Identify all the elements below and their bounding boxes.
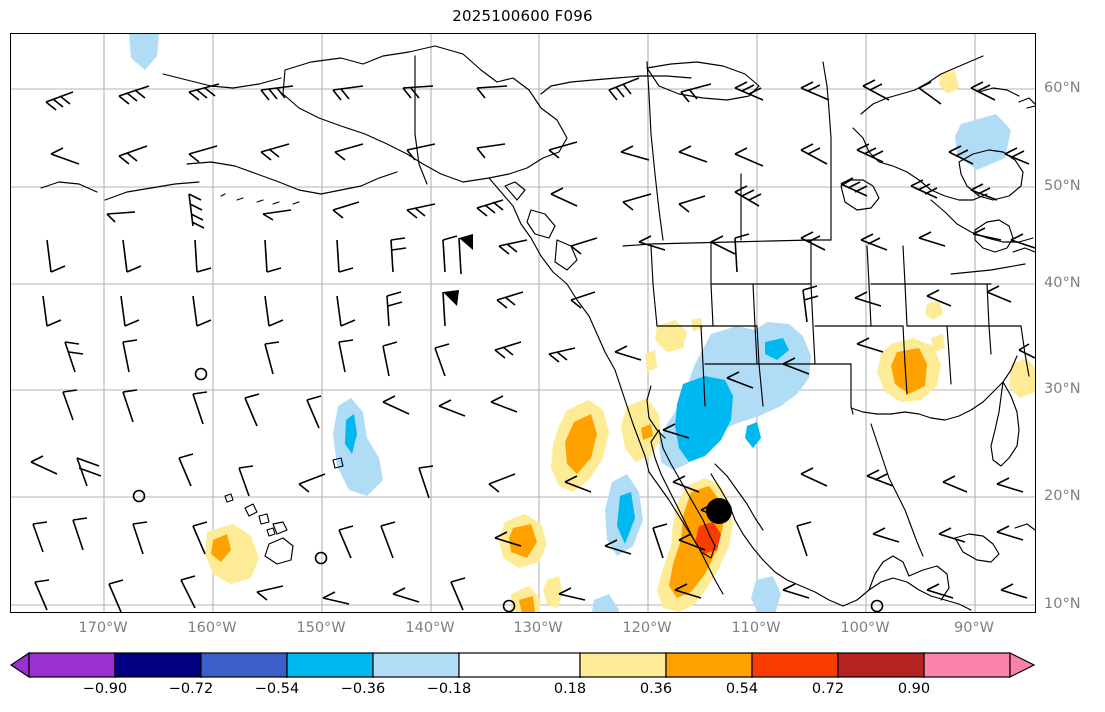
- colorbar-seg-0: [28, 652, 116, 678]
- colorbar-tick-0.18: 0.18: [553, 681, 587, 697]
- coastlines-and-borders: [40, 45, 1035, 611]
- colorbar-tick-0.54: 0.54: [725, 681, 759, 697]
- colorbar-tick-0.72: 0.72: [811, 681, 845, 697]
- colorbar-svg: [9, 651, 1036, 681]
- colorbar-over-arrow: [1009, 652, 1036, 678]
- colorbar-tick--0.18: −0.18: [426, 681, 472, 697]
- colorbar-seg-1: [114, 652, 202, 678]
- lon-tick-label-150w: 150°W: [296, 620, 346, 636]
- lon-tick-label-130w: 130°W: [513, 620, 563, 636]
- colorbar-seg-3: [286, 652, 374, 678]
- anomaly-shading: [129, 34, 1035, 612]
- wind-barbs: [30, 77, 1035, 612]
- lon-tick-label-90w: 90°W: [953, 620, 995, 636]
- colorbar-tick-0.36: 0.36: [639, 681, 673, 697]
- lat-tick-label-10n: 10°N: [1044, 596, 1081, 612]
- lon-tick-label-120w: 120°W: [622, 620, 672, 636]
- colorbar-tick-labels: −0.90 −0.72 −0.54 −0.36 −0.18 0.18 0.36 …: [10, 681, 1036, 701]
- lat-tick-label-40n: 40°N: [1044, 275, 1081, 291]
- colorbar-under-arrow: [9, 651, 30, 679]
- lon-tick-label-170w: 170°W: [78, 620, 128, 636]
- lat-tick-label-60n: 60°N: [1044, 80, 1081, 96]
- colorbar-tick--0.90: −0.90: [82, 681, 128, 697]
- map-canvas: [11, 34, 1035, 612]
- colorbar[interactable]: [9, 651, 1036, 681]
- colorbar-tick-0.90: 0.90: [897, 681, 931, 697]
- colorbar-seg-8: [751, 652, 839, 678]
- colorbar-seg-4: [372, 652, 460, 678]
- colorbar-tick--0.72: −0.72: [168, 681, 214, 697]
- map-plot-area[interactable]: [10, 33, 1036, 613]
- colorbar-seg-5: [458, 652, 581, 678]
- lon-tick-label-160w: 160°W: [187, 620, 237, 636]
- colorbar-tick--0.54: −0.54: [254, 681, 300, 697]
- map-gridlines: [11, 34, 1035, 612]
- colorbar-seg-6: [579, 652, 667, 678]
- lon-tick-label-110w: 110°W: [731, 620, 781, 636]
- lat-tick-label-30n: 30°N: [1044, 381, 1081, 397]
- colorbar-seg-9: [837, 652, 925, 678]
- lat-tick-label-20n: 20°N: [1044, 488, 1081, 504]
- colorbar-tick--0.36: −0.36: [340, 681, 386, 697]
- colorbar-seg-2: [200, 652, 288, 678]
- colorbar-seg-7: [665, 652, 753, 678]
- colorbar-seg-10: [923, 652, 1011, 678]
- cyclone-center-marker[interactable]: [706, 498, 732, 524]
- lon-tick-label-100w: 100°W: [840, 620, 890, 636]
- page-title: 2025100600 F096: [452, 7, 593, 25]
- lon-tick-label-140w: 140°W: [405, 620, 455, 636]
- lat-tick-label-50n: 50°N: [1044, 178, 1081, 194]
